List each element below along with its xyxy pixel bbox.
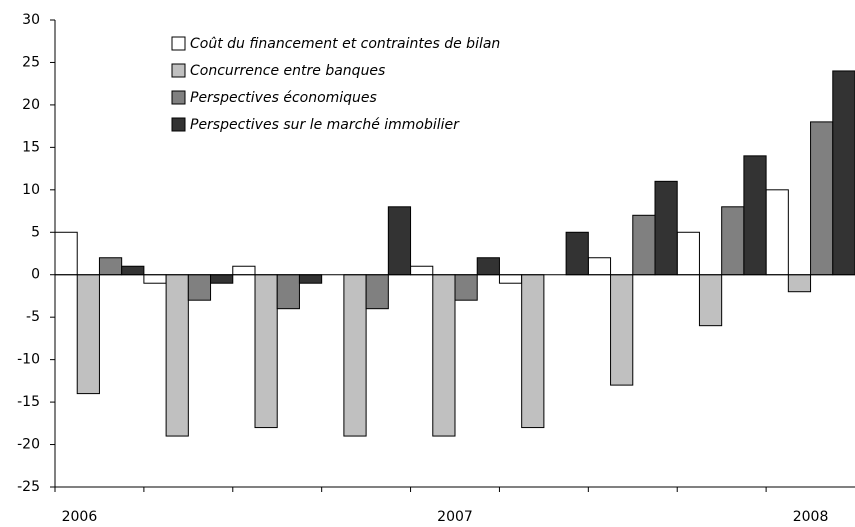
y-tick-label: 0 <box>31 267 40 283</box>
y-tick-label: -20 <box>17 437 40 453</box>
bar <box>632 214 656 276</box>
bar <box>454 274 478 301</box>
bar <box>765 189 789 276</box>
y-tick-label: 30 <box>22 12 40 28</box>
y-tick-label: 25 <box>22 54 40 70</box>
bar <box>387 206 412 276</box>
bar <box>343 274 367 437</box>
legend-swatch <box>171 117 186 132</box>
bar <box>743 155 767 276</box>
bar <box>676 231 700 276</box>
y-tick-label: 5 <box>31 224 40 240</box>
bar <box>565 231 589 276</box>
bar <box>521 274 545 429</box>
y-tick-label: -15 <box>17 394 40 410</box>
bar <box>98 257 123 276</box>
legend-swatch <box>171 63 186 78</box>
bar <box>54 231 78 276</box>
bar <box>498 274 523 284</box>
y-tick-label: -5 <box>26 309 40 325</box>
y-tick-label: 15 <box>22 139 40 155</box>
bar <box>254 274 278 429</box>
bar <box>476 257 500 276</box>
bar <box>810 121 834 276</box>
bar <box>610 274 634 386</box>
bar <box>365 274 389 310</box>
bar <box>76 274 100 395</box>
bar <box>187 274 212 301</box>
y-tick-label: 20 <box>22 97 40 113</box>
bar <box>232 265 256 276</box>
legend-swatch <box>171 36 186 51</box>
y-tick-label: -10 <box>17 352 40 368</box>
bar <box>210 274 234 284</box>
bar <box>654 180 678 276</box>
legend-label: Coût du financement et contraintes de bi… <box>190 36 500 52</box>
bar <box>832 70 855 276</box>
bar <box>298 274 323 284</box>
x-tick-label: 2008 <box>793 509 829 525</box>
legend-label: Concurrence entre banques <box>190 63 385 79</box>
y-tick-label: -25 <box>17 479 40 495</box>
bar <box>165 274 189 437</box>
legend-label: Perspectives économiques <box>190 90 377 106</box>
x-tick-label: 2007 <box>437 509 473 525</box>
bar <box>721 206 745 276</box>
bar <box>121 265 145 276</box>
bar <box>276 274 300 310</box>
bar <box>698 274 723 327</box>
x-tick-label: 2006 <box>62 509 98 525</box>
bar <box>587 257 612 276</box>
legend-label: Perspectives sur le marché immobilier <box>190 117 460 133</box>
bar <box>143 274 167 284</box>
bar <box>432 274 456 437</box>
legend-swatch <box>171 90 186 105</box>
y-tick-label: 10 <box>22 182 40 198</box>
bar <box>787 274 812 293</box>
bar <box>410 265 434 276</box>
